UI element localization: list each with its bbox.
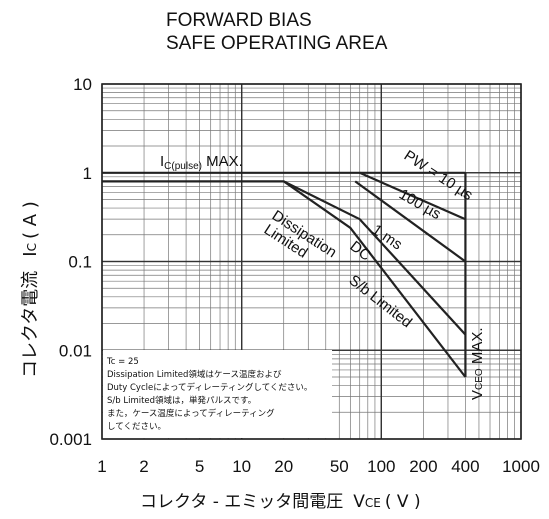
vceo-max-label: VCEO MAX. [469,327,486,400]
x-tick-label: 200 [409,457,437,476]
y-tick-label: 0.1 [68,253,92,272]
chart-title-line2: SAFE OPERATING AREA [166,33,388,54]
y-axis-label: コレクタ電流IC( A ) [20,201,41,378]
pulse-max-label: IC(pulse) MAX. [160,153,243,172]
y-tick-label: 10 [73,75,92,94]
x-tick-labels: 1 2 5 10 20 50 100 200 400 1000 [97,457,540,476]
y-tick-label: 0.001 [49,430,92,449]
note-box [103,350,332,438]
note-line-1: Tc = 25 [106,357,139,367]
series-pw100us [354,180,467,263]
plot-frame [101,83,522,440]
note-line-6: してください。 [107,422,166,432]
chart-title-line1: FORWARD BIAS [166,10,312,31]
x-tick-label: 20 [274,457,293,476]
x-tick-label: 1000 [502,457,540,476]
series-pw10us [359,171,466,221]
sb-limited-label: S/b Limited [346,272,416,332]
y-tick-labels: 10 1 0.1 0.01 0.001 [49,75,92,449]
x-axis-label: コレクタ - エミッタ間電圧 VCE( V ) [140,492,421,512]
x-tick-label: 100 [367,457,395,476]
note-line-3: Duty Cycleによってディレーティングしてください。 [107,382,312,393]
note-line-4: S/b Limited領域は，単発パルスです。 [107,395,256,406]
x-tick-label: 1 [97,457,106,476]
y-tick-label: 1 [83,164,92,183]
note-line-2: Dissipation Limited領域はケース温度および [107,369,282,380]
x-tick-label: 2 [139,457,148,476]
x-tick-label: 5 [195,457,204,476]
y-tick-label: 0.01 [59,341,92,360]
x-tick-label: 400 [451,457,479,476]
note-line-5: また，ケース温度によってディレーティング [107,408,275,419]
series-layer [102,171,467,378]
series-dc [102,180,467,378]
x-tick-label: 10 [232,457,251,476]
series-pw1ms [283,180,467,336]
x-tick-label: 50 [330,457,349,476]
